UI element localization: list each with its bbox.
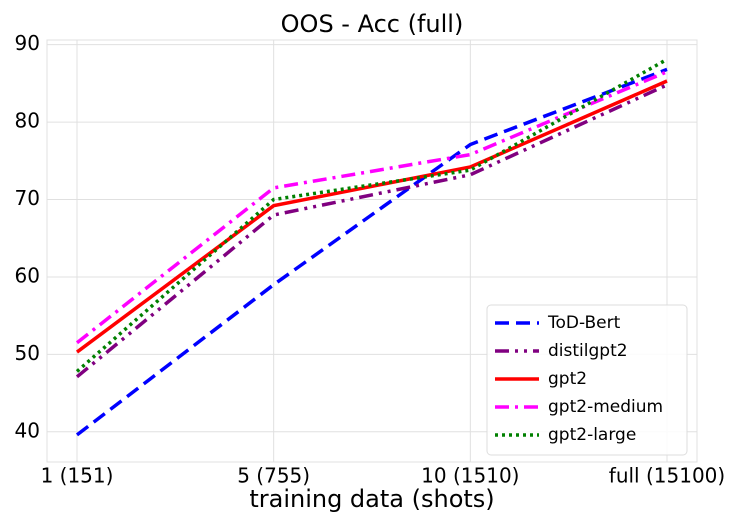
- y-tick-label: 40: [15, 418, 40, 442]
- x-tick-label: 1 (151): [41, 464, 114, 488]
- x-tick-label: 10 (1510): [421, 464, 519, 488]
- legend-label: gpt2: [548, 369, 587, 389]
- series-line: [75, 83, 668, 379]
- y-tick-label: 50: [15, 341, 40, 365]
- legend-label: distilgpt2: [548, 341, 628, 361]
- series-line: [75, 67, 668, 437]
- x-axis-label: training data (shots): [249, 485, 494, 513]
- y-tick-label: 80: [15, 109, 40, 133]
- legend-label: ToD-Bert: [547, 313, 621, 333]
- y-tick-label: 70: [15, 186, 40, 210]
- legend-box: [486, 304, 688, 456]
- y-tick-label: 60: [15, 263, 40, 287]
- plot-frame: [46, 39, 698, 463]
- x-tick-label: 5 (755): [237, 464, 310, 488]
- legend-label: gpt2-large: [548, 425, 636, 445]
- x-tick-label: full (15100): [609, 464, 725, 488]
- chart-title: OOS - Acc (full): [281, 10, 464, 38]
- series-line: [75, 79, 668, 354]
- y-tick-label: 90: [15, 31, 40, 55]
- legend-label: gpt2-medium: [548, 397, 663, 417]
- series-line: [75, 70, 668, 345]
